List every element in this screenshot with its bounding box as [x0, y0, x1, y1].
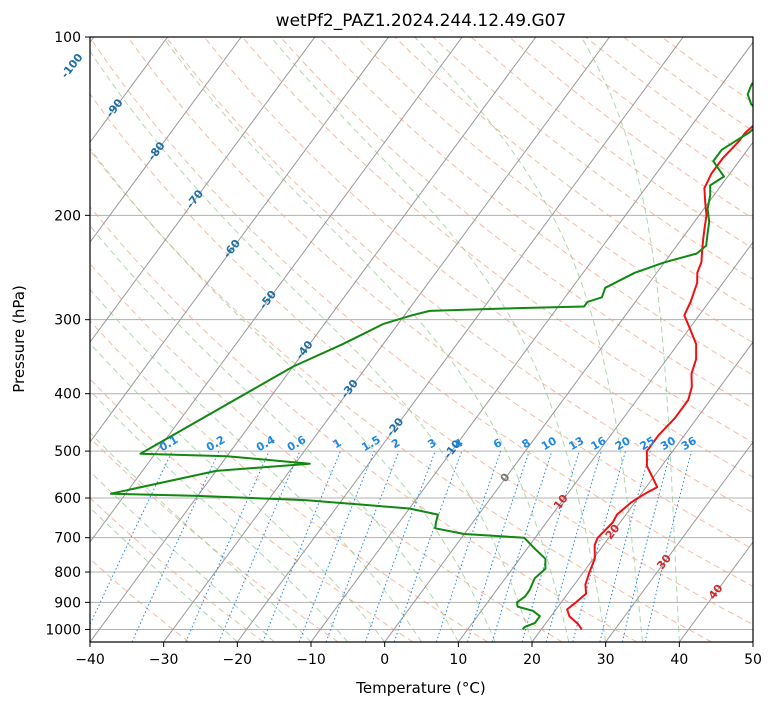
- x-tick-label: 50: [744, 652, 762, 668]
- dry-adiabat-line: [90, 149, 712, 642]
- temperature-trace: [566, 124, 753, 630]
- moist-adiabat-line: [90, 470, 275, 642]
- moist-adiabat-line: [90, 288, 422, 642]
- y-axis-ticks: 100 200 300 400 500 600 700 800 900 1000: [45, 30, 90, 638]
- y-tick-label: 700: [54, 531, 81, 547]
- y-tick-label: 1000: [45, 622, 81, 638]
- isotherm-line: [90, 37, 316, 343]
- dry-adiabat-line: [318, 37, 753, 376]
- dry-adiabat-line: [90, 262, 563, 642]
- dry-adiabat-line: [90, 93, 753, 626]
- y-tick-label: 400: [54, 387, 81, 403]
- moist-adiabat-line: [90, 506, 238, 642]
- y-tick-label: 800: [54, 565, 81, 581]
- pressure-gridlines: [90, 36, 753, 630]
- mixing-ratio-line: [262, 450, 341, 642]
- isotherms: [90, 37, 753, 642]
- mixing-ratio-line: [218, 450, 301, 642]
- moist-adiabat-line: [90, 224, 459, 642]
- isotherm-line: [384, 141, 753, 642]
- y-tick-label: 200: [54, 208, 81, 224]
- plot-frame: [89, 36, 754, 643]
- mixing-ratio-line: [325, 450, 400, 642]
- mixing-ratio-line: [435, 450, 502, 642]
- isotherm-line: [457, 241, 753, 642]
- x-tick-label: −30: [149, 652, 179, 668]
- chart-title: wetPf2_PAZ1.2024.244.12.49.G07: [276, 11, 567, 31]
- isotherm-line: [605, 441, 753, 642]
- isotherm-line: [531, 341, 753, 642]
- x-tick-label: −20: [223, 652, 253, 668]
- mixing-ratio-line: [393, 450, 463, 642]
- isotherm-line: [90, 37, 242, 244]
- x-axis-ticks: −40 −30 −20 −10 0 10 20 30 40 50: [75, 642, 762, 668]
- moist-adiabat-line: [90, 342, 386, 642]
- sounding-traces: [109, 82, 753, 631]
- y-axis-title: Pressure (hPa): [10, 285, 28, 393]
- y-tick-label: 600: [54, 491, 81, 507]
- x-tick-label: −10: [296, 652, 326, 668]
- dry-adiabat-line: [165, 37, 753, 514]
- dry-adiabat-line: [90, 37, 753, 587]
- plot-background: [90, 37, 753, 642]
- x-tick-label: 40: [670, 652, 688, 668]
- mixing-ratio-line: [364, 450, 436, 642]
- y-tick-label: 100: [54, 30, 81, 46]
- mixing-ratio-line: [491, 450, 553, 642]
- mixing-ratio-line: [599, 450, 651, 642]
- x-tick-label: 20: [523, 652, 541, 668]
- x-tick-label: −40: [75, 652, 105, 668]
- dry-adiabat-line: [279, 37, 753, 410]
- moist-adiabat-line: [162, 37, 570, 642]
- x-axis-title: Temperature (°C): [355, 679, 485, 697]
- isotherm-line: [163, 37, 610, 642]
- x-tick-label: 0: [380, 652, 389, 668]
- isotherm-line: [90, 37, 537, 642]
- dry-adiabat-line: [90, 378, 414, 642]
- y-tick-label: 900: [54, 595, 81, 611]
- moist-adiabat-line: [90, 389, 349, 642]
- dry-adiabat-line: [356, 37, 753, 344]
- mixing-ratio-line: [185, 450, 270, 642]
- mixing-ratio-line: [298, 450, 375, 642]
- y-tick-label: 500: [54, 444, 81, 460]
- mixing-ratio-lines: [90, 450, 693, 642]
- moist-adiabat-line: [580, 37, 680, 642]
- isotherm-line: [310, 41, 753, 642]
- x-tick-label: 10: [449, 652, 467, 668]
- y-tick-label: 300: [54, 313, 81, 329]
- mixing-ratio-line: [467, 450, 530, 642]
- mixing-ratio-line: [644, 450, 693, 642]
- mixing-ratio-line: [621, 450, 672, 642]
- isotherm-line: [90, 37, 463, 543]
- moist-adiabat-line: [414, 37, 643, 642]
- dry-adiabat-line: [90, 205, 638, 642]
- moist-adiabat-line: [90, 147, 496, 642]
- moist-adiabat-line: [90, 50, 533, 642]
- x-tick-label: 30: [597, 652, 615, 668]
- isotherm-line: [90, 37, 168, 144]
- dewpoint-trace: [109, 82, 753, 631]
- plot-area: [90, 37, 753, 642]
- mixing-ratio-line: [545, 450, 602, 642]
- isotherm-line: [236, 37, 684, 642]
- moist-adiabat-line: [270, 37, 607, 642]
- isotherm-line: [90, 37, 389, 443]
- moist-adiabats: [90, 37, 680, 642]
